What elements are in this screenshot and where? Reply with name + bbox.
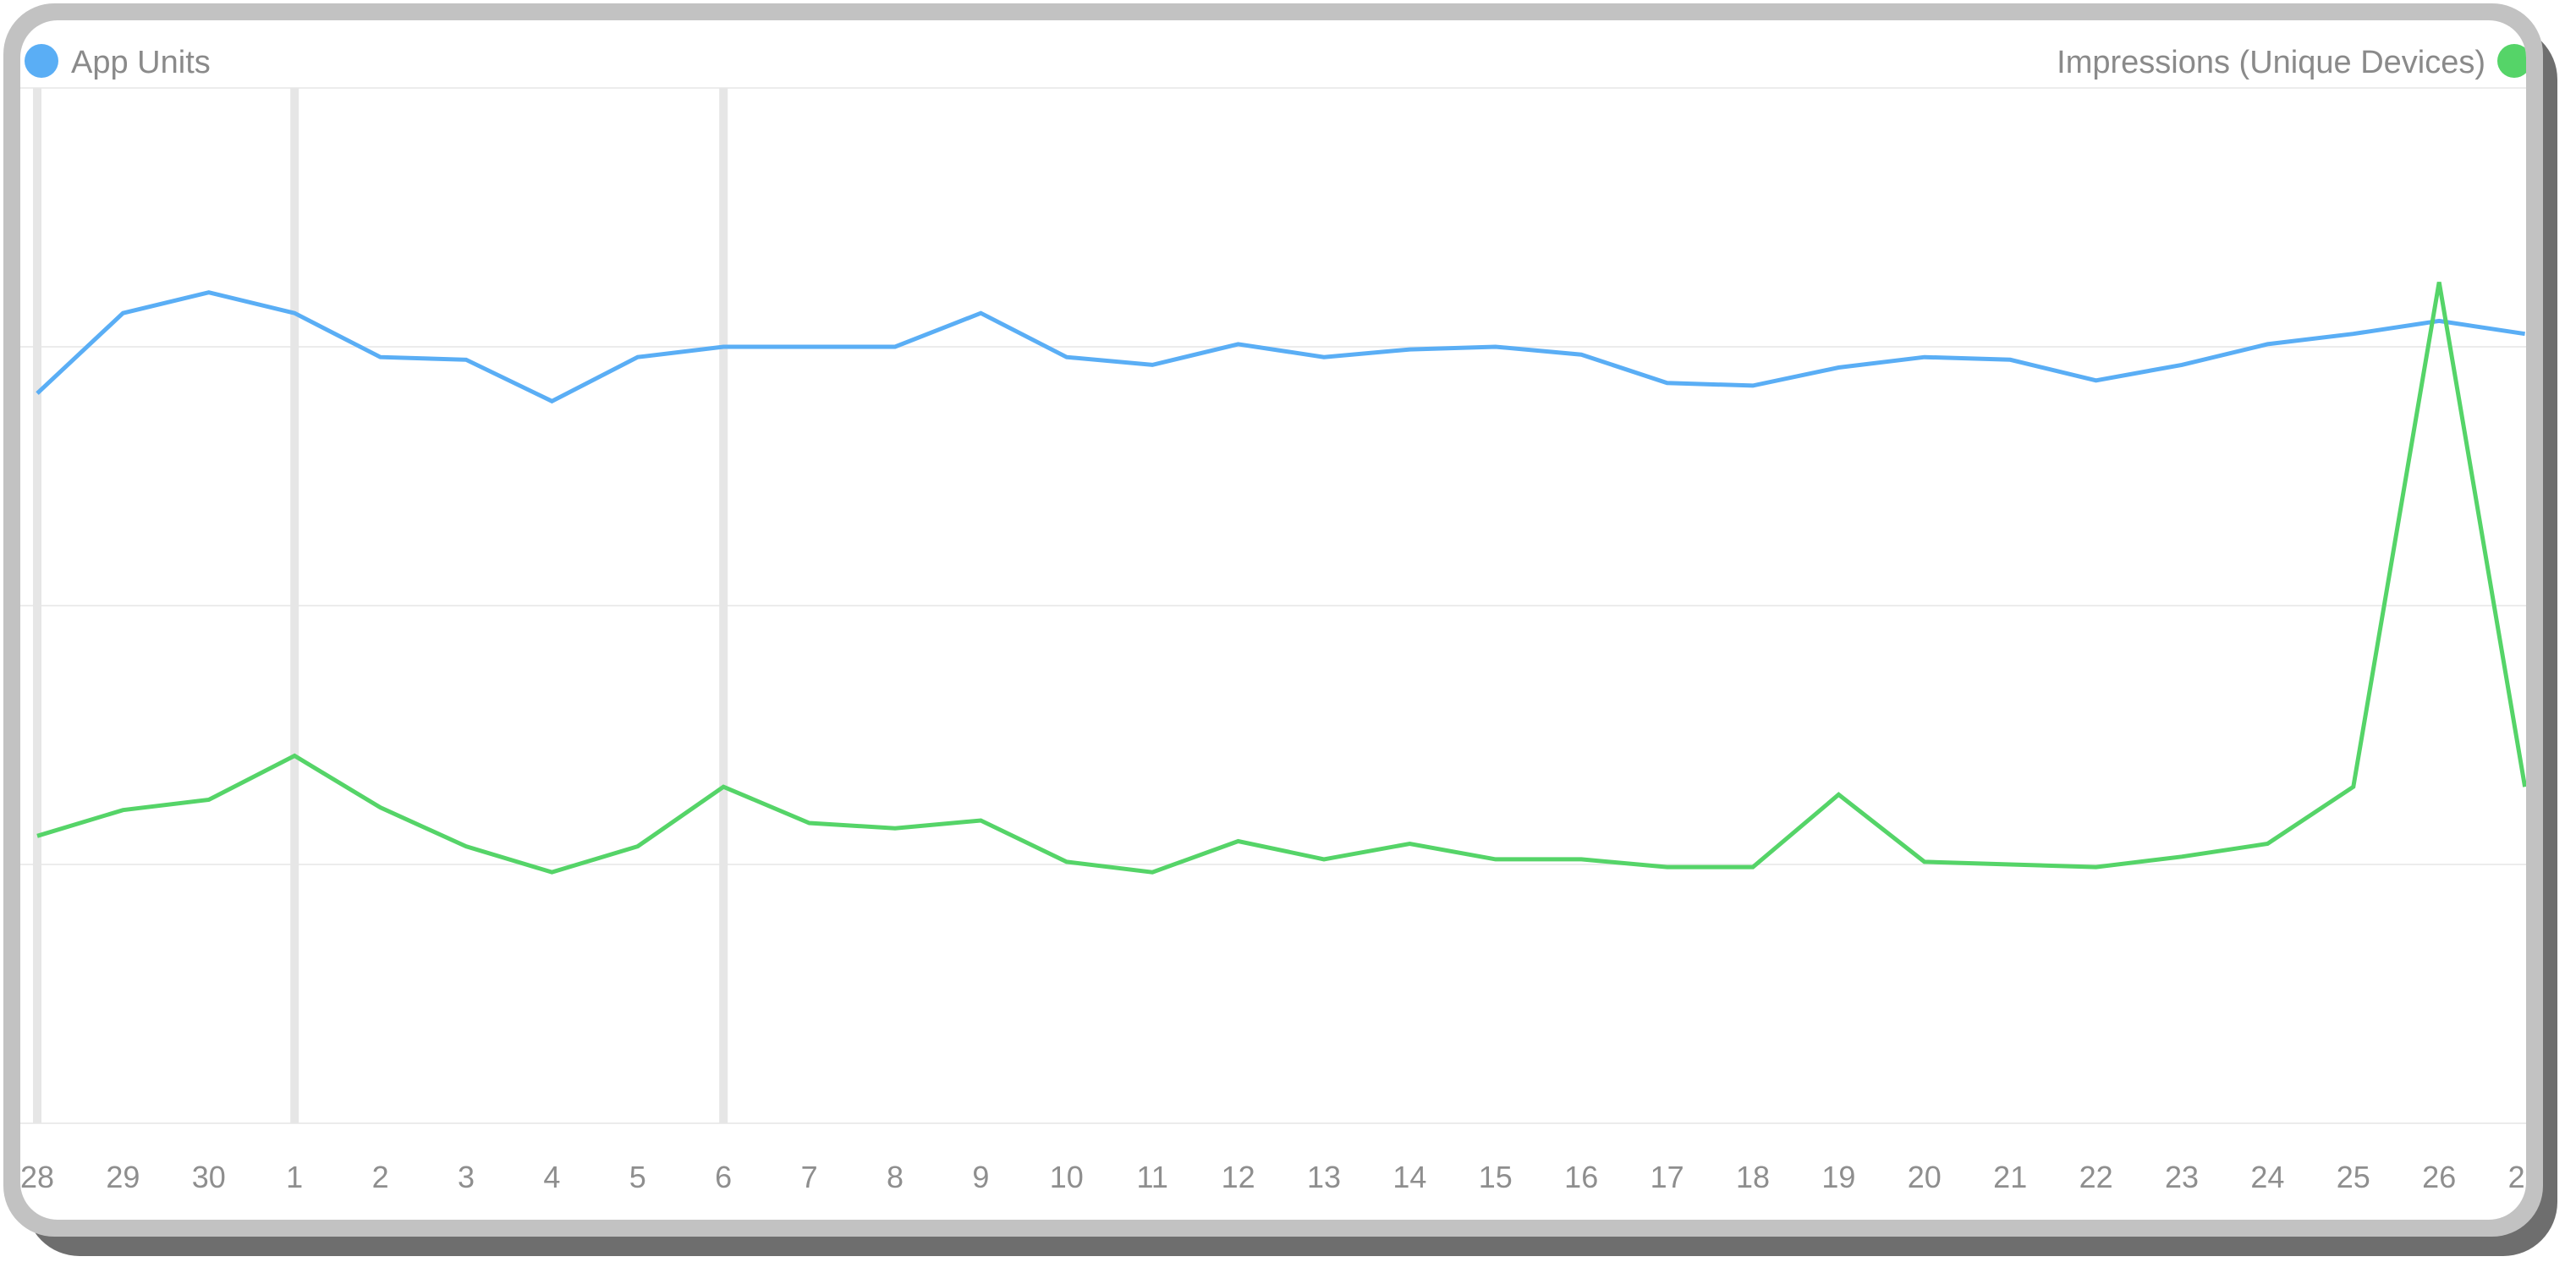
x-tick-label: 7 [801, 1160, 818, 1194]
chart-card: 28 29 30 1 2 3 4 5 6 7 8 9 10 11 12 13 14 15 16 17 18 19 20 21 2… [20, 20, 2526, 1220]
x-tick-label: 27 [2508, 1160, 2526, 1194]
x-tick-label: 6 [715, 1160, 732, 1194]
chart-frame: 28 29 30 1 2 3 4 5 6 7 8 9 10 11 12 13 14 15 16 17 18 19 20 21 2… [3, 3, 2543, 1237]
x-tick-label: 2 [372, 1160, 389, 1194]
legend-app-units-dot[interactable] [25, 44, 58, 78]
x-tick-label: 22 [2079, 1160, 2113, 1194]
x-tick-label: 3 [458, 1160, 475, 1194]
x-tick-label: 16 [1564, 1160, 1598, 1194]
x-tick-label: 17 [1651, 1160, 1684, 1194]
legend-app-units-label[interactable]: App Units [71, 45, 211, 80]
line-chart: 28 29 30 1 2 3 4 5 6 7 8 9 10 11 12 13 14 15 16 17 18 19 20 21 2… [20, 44, 2526, 1194]
series-line-impressions[interactable] [36, 282, 2526, 875]
x-tick-label: 24 [2250, 1160, 2284, 1194]
x-tick-label: 8 [887, 1160, 904, 1194]
x-tick-label: 25 [2337, 1160, 2370, 1194]
grid-lines [20, 87, 2526, 1124]
x-tick-label: 12 [1222, 1160, 1255, 1194]
x-tick-label: 10 [1050, 1160, 1084, 1194]
x-tick-label: 30 [192, 1160, 226, 1194]
x-tick-label: 5 [629, 1160, 646, 1194]
x-tick-label: 1 [286, 1160, 303, 1194]
x-tick-label: 26 [2422, 1160, 2456, 1194]
x-tick-label: 4 [543, 1160, 560, 1194]
x-tick-label: 11 [1137, 1160, 1168, 1194]
x-axis-ticks: 28 29 30 1 2 3 4 5 6 7 8 9 10 11 12 13 14 15 16 17 18 19 20 21 2… [20, 1160, 2526, 1194]
series-lines [36, 282, 2526, 875]
series-line-app-units[interactable] [36, 290, 2525, 404]
x-tick-label: 13 [1307, 1160, 1341, 1194]
legend-impressions-label[interactable]: Impressions (Unique Devices) [2057, 45, 2485, 80]
x-tick-label: 15 [1479, 1160, 1513, 1194]
x-tick-label: 28 [20, 1160, 54, 1194]
x-tick-label: 20 [1908, 1160, 1942, 1194]
highlight-lines [33, 88, 728, 1123]
x-tick-label: 29 [106, 1160, 140, 1194]
x-tick-label: 21 [1993, 1160, 2027, 1194]
x-tick-label: 23 [2165, 1160, 2199, 1194]
x-tick-label: 19 [1821, 1160, 1855, 1194]
x-tick-label: 18 [1736, 1160, 1770, 1194]
legend-impressions-dot[interactable] [2497, 44, 2526, 78]
x-tick-label: 14 [1392, 1160, 1426, 1194]
x-tick-label: 9 [972, 1160, 989, 1194]
